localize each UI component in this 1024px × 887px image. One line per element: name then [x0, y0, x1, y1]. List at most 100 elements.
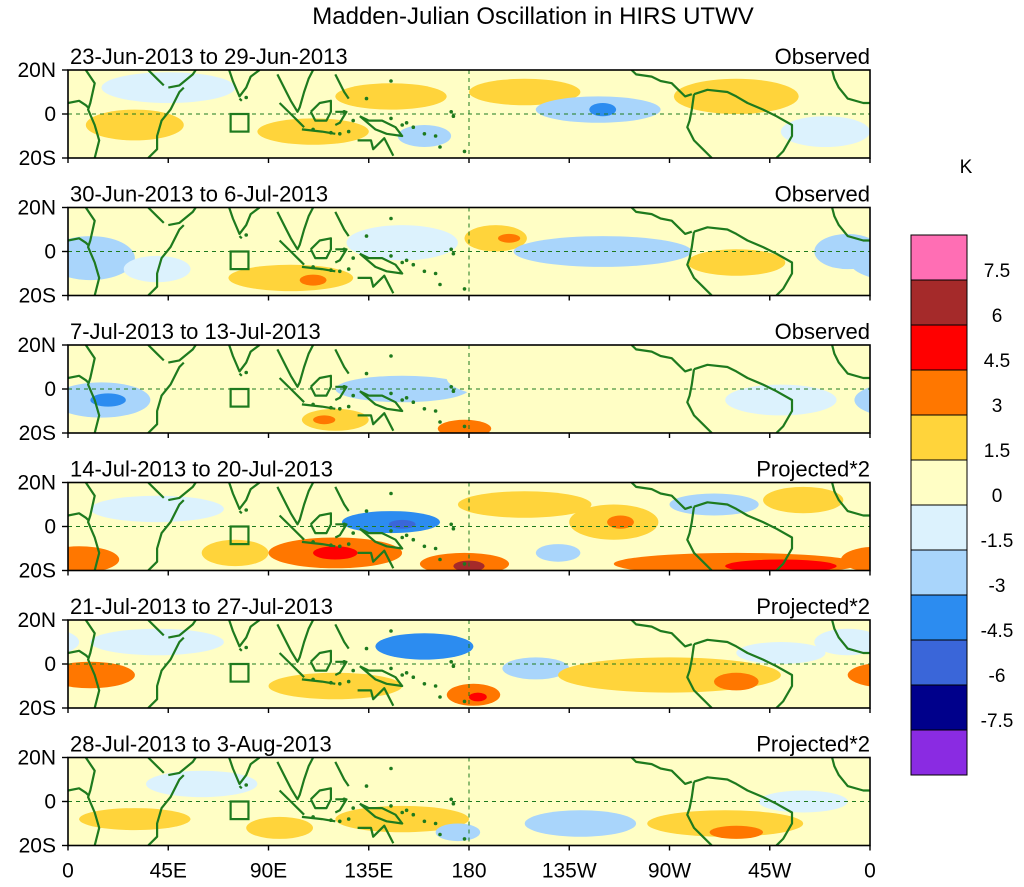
coastline	[359, 665, 404, 688]
coastline	[831, 757, 870, 792]
colorbar-swatch	[910, 684, 968, 731]
coastline	[147, 70, 165, 87]
island	[244, 783, 248, 787]
island	[433, 546, 438, 551]
lat-tick-label: 0	[44, 103, 56, 126]
coastline	[686, 644, 713, 708]
lon-tick-label: 45W	[748, 860, 791, 883]
lon-tick-label: 90E	[250, 860, 287, 883]
island	[338, 269, 342, 274]
coastline	[831, 70, 870, 105]
anomaly-contour	[881, 808, 992, 830]
colorbar-label: 3	[992, 396, 1003, 417]
colorbar-label: -1.5	[981, 531, 1014, 552]
panel-date-range: 21-Jul-2013 to 27-Jul-2013	[70, 594, 333, 619]
lat-tick-label: 20N	[17, 334, 56, 357]
anomaly-contour	[763, 486, 844, 514]
island	[351, 531, 356, 535]
coastline	[334, 623, 350, 650]
colorbar-label: 6	[992, 306, 1003, 327]
island	[364, 371, 369, 376]
coastline	[693, 363, 794, 433]
coastline	[686, 231, 713, 296]
anomaly-contour	[68, 661, 135, 689]
coastline	[238, 235, 243, 240]
anomaly-contour	[397, 125, 452, 147]
colorbar-swatch	[910, 369, 968, 416]
anomaly-contour	[709, 825, 763, 839]
island	[441, 848, 445, 852]
island	[342, 110, 347, 114]
panel: 20N 0 20S 23-Jun-2013 to 29-Jun-2013 Observe…	[17, 44, 871, 170]
lat-tick-label: 20S	[19, 560, 56, 583]
coastline	[278, 102, 305, 128]
coastline	[227, 757, 261, 785]
island	[364, 96, 369, 101]
island	[329, 543, 333, 547]
anomaly-contour	[335, 83, 447, 110]
anomaly-contour	[79, 808, 191, 831]
anomaly-contour	[725, 384, 837, 416]
island	[329, 405, 333, 410]
anomaly-contour	[90, 628, 224, 656]
island	[449, 522, 454, 527]
coastline	[84, 482, 101, 571]
island	[389, 116, 393, 121]
colorbar: 7.5 6 4.5 3 1.5 0 -1.5 -3 -4.5 -6 -7.5	[910, 234, 1014, 776]
island	[311, 402, 315, 407]
anomaly-contour	[854, 387, 870, 413]
anomaly-contour	[0, 642, 24, 664]
anomaly-contour	[68, 546, 120, 571]
island	[411, 400, 416, 404]
island	[244, 645, 248, 650]
coastline	[147, 499, 185, 571]
anomaly-contour	[814, 628, 870, 656]
island	[389, 666, 393, 671]
coastline	[276, 207, 315, 251]
coastline	[227, 345, 261, 373]
coastline	[68, 99, 89, 109]
anomaly-contour	[636, 349, 793, 385]
coastline	[334, 385, 348, 401]
panel-type: Observed	[775, 44, 870, 69]
anomaly-contour	[68, 238, 80, 265]
figure-title: Madden-Julian Oscillation in HIRS UTWV	[312, 3, 753, 30]
anomaly-contour	[299, 274, 327, 286]
coastline	[630, 207, 693, 235]
anomaly-contour	[469, 78, 581, 106]
panel: 20N 0 20S 14-Jul-2013 to 20-Jul-2013 Project…	[17, 457, 871, 583]
island	[244, 508, 248, 512]
island	[364, 784, 369, 788]
island	[422, 682, 427, 686]
anomaly-contour	[388, 519, 416, 529]
island	[411, 812, 416, 817]
coastline	[686, 506, 713, 571]
panel-date-range: 7-Jul-2013 to 13-Jul-2013	[70, 319, 321, 344]
coastline	[238, 97, 243, 102]
coastline	[309, 99, 332, 122]
island	[244, 370, 248, 375]
lon-tick-label: 90W	[648, 860, 691, 883]
island	[451, 251, 456, 256]
panel-date-range: 30-Jun-2013 to 6-Jul-2013	[70, 182, 328, 207]
island	[433, 409, 438, 413]
coastline	[238, 785, 243, 790]
anomaly-contour	[0, 810, 1, 836]
coastline	[147, 757, 165, 774]
coastline	[68, 787, 89, 796]
coastline	[309, 787, 332, 810]
island	[346, 267, 351, 271]
island	[338, 819, 342, 824]
island	[404, 808, 409, 813]
coastline	[276, 345, 315, 388]
island	[351, 668, 356, 673]
anomaly-contour	[375, 633, 474, 660]
coastline	[831, 482, 870, 517]
coastline	[84, 70, 101, 158]
island	[433, 684, 438, 688]
anomaly-contour	[457, 491, 592, 518]
colorbar-swatch	[910, 639, 968, 686]
coastline	[309, 237, 332, 260]
coastline	[334, 761, 350, 787]
coastline	[84, 345, 101, 433]
